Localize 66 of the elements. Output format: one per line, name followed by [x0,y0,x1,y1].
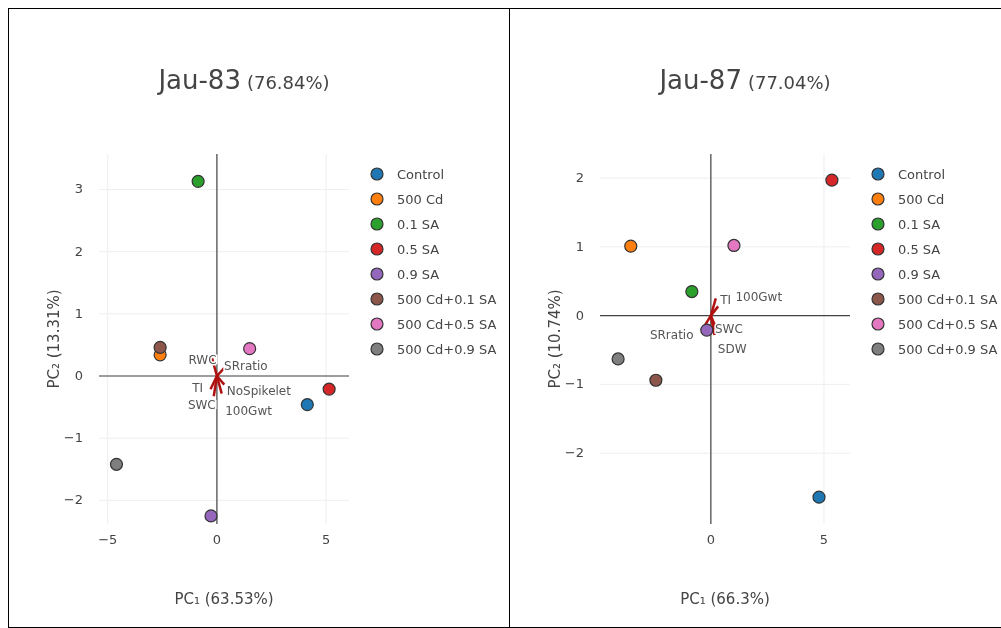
legend-label: 0.5 SA [898,242,941,257]
annotation: 100Gwt [735,290,783,305]
point [611,352,625,366]
legend-label: 500 Cd+0.1 SA [397,292,497,307]
y-axis-title: PC₂ (13.31%) [45,289,63,389]
chart-subtitle: (76.84%) [246,72,330,93]
point [204,509,218,523]
point [300,398,314,412]
annotation: TI [719,292,732,307]
legend-label: 500 Cd [397,192,444,207]
annotation: SRratio [224,359,268,374]
y-axis-title: PC₂ (10.74%) [546,289,564,389]
point [685,284,699,299]
point [191,174,205,188]
y-tick-label: 2 [74,243,83,259]
y-tick-label: 2 [575,170,584,186]
point [812,490,826,504]
y-tick-label: 1 [74,305,83,321]
legend-label: 500 Cd+0.9 SA [397,342,497,357]
annotation: SRratio [649,328,694,343]
legend-label: 500 Cd+0.5 SA [898,317,998,332]
legend-label: 0.1 SA [397,217,440,232]
annotation: SWC [715,321,743,336]
point [153,340,167,354]
legend-label: 0.5 SA [397,242,440,257]
point [624,239,638,253]
chart-title: Jau-87 [657,65,742,95]
annotation: TI [191,381,204,395]
legend-label: Control [397,167,444,182]
annotation: SDW [717,342,747,357]
y-tick-label: −2 [564,445,584,461]
legend-label: 500 Cd+0.1 SA [898,292,998,307]
point [243,342,257,356]
legend-label: 0.9 SA [397,267,440,282]
point [322,382,336,396]
point [649,373,663,387]
x-tick-label: 5 [321,532,331,547]
annotation: SWC [187,398,216,413]
legend-label: Control [898,167,945,182]
x-tick-label: 5 [819,532,829,547]
annotation: NoSpikelet [226,383,292,398]
legend-label: 500 Cd [898,192,945,207]
annotation: RWC [188,353,217,367]
x-tick-label: 0 [706,532,715,547]
x-axis-title: PC₁ (63.53%) [174,590,274,608]
y-tick-label: 0 [74,368,83,383]
annotation: 100Gwt [225,404,273,419]
legend-label: 0.9 SA [898,267,941,282]
legend-label: 0.1 SA [898,217,941,232]
y-tick-label: −2 [63,492,83,508]
point [825,173,839,187]
y-tick-label: −1 [63,430,83,446]
point [700,323,714,337]
x-tick-label: −5 [98,532,118,547]
chart-subtitle: (77.04%) [747,72,831,93]
point [727,238,741,253]
legend-label: 500 Cd+0.5 SA [397,317,497,332]
chart-title: Jau-83 [156,65,241,95]
x-tick-label: 0 [212,532,222,547]
y-tick-label: 1 [575,238,584,254]
y-tick-label: 3 [74,181,83,197]
y-tick-label: 0 [575,307,584,323]
y-tick-label: −1 [564,376,584,392]
legend-label: 500 Cd+0.9 SA [898,342,998,357]
point [109,457,124,471]
x-axis-title: PC₁ (66.3%) [680,590,770,608]
